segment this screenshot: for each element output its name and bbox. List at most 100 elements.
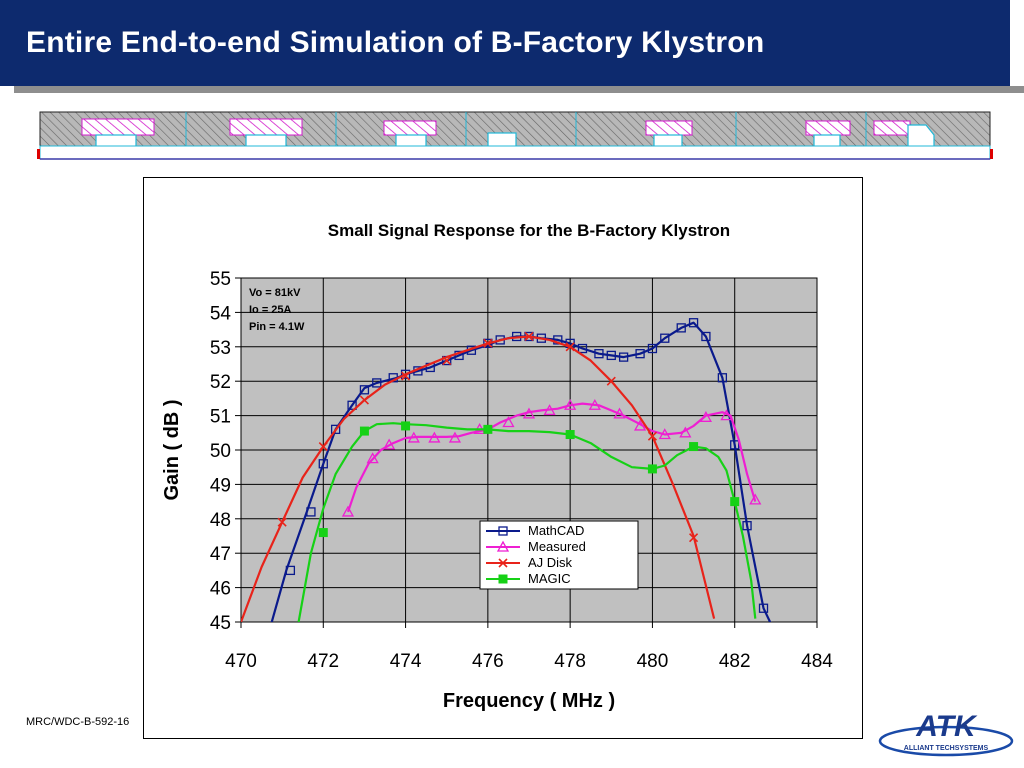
data-point (318, 528, 328, 538)
data-point (553, 335, 563, 345)
series-magic (297, 421, 757, 622)
legend-label: MathCAD (528, 523, 584, 538)
legend-marker (496, 540, 510, 552)
data-point (647, 464, 657, 474)
x-axis-label: Frequency ( MHz ) (443, 690, 615, 712)
data-point (277, 517, 287, 527)
data-point (330, 424, 341, 435)
data-point (401, 421, 411, 431)
data-point (658, 428, 671, 440)
chart-frame: Small Signal Response for the B-Factory … (143, 177, 863, 739)
data-point (647, 431, 657, 441)
legend-label: MAGIC (528, 571, 571, 586)
x-tick-label: 476 (472, 651, 504, 672)
data-point (407, 431, 420, 443)
x-tick-label: 472 (307, 651, 339, 672)
legend-label: AJ Disk (528, 555, 573, 570)
data-point (318, 459, 328, 469)
gain-chart: Small Signal Response for the B-Factory … (161, 221, 833, 712)
data-point (359, 426, 369, 436)
y-tick-label: 52 (210, 372, 231, 393)
annotation-line: Pin = 4.1W (249, 321, 305, 333)
klystron-cavity-diagram (37, 111, 993, 160)
data-point (588, 398, 601, 410)
data-point (359, 395, 369, 405)
data-point (606, 376, 616, 386)
legend-marker (498, 526, 508, 536)
series-measured (341, 398, 762, 517)
data-point (742, 521, 752, 531)
data-point (717, 373, 728, 383)
x-tick-labels: 470 472 474 476 478 480 482 484 (225, 651, 833, 672)
x-tick-label: 470 (225, 651, 257, 672)
data-point (577, 343, 588, 354)
atk-logo: ATK ALLIANT TECHSYSTEMS (878, 710, 1014, 757)
y-tick-labels: 45 46 47 48 49 50 51 52 53 54 55 (210, 269, 232, 634)
data-point (594, 349, 604, 359)
data-point (689, 533, 699, 543)
x-tick-label: 474 (390, 651, 422, 672)
y-tick-label: 53 (210, 338, 231, 359)
data-point (730, 440, 740, 450)
data-point (448, 431, 462, 443)
series-line (241, 335, 716, 622)
data-point (749, 493, 762, 505)
data-point (633, 419, 647, 431)
title-bar (0, 0, 1010, 86)
data-point (565, 430, 575, 440)
data-point (442, 355, 452, 366)
data-point (635, 349, 645, 359)
data-point (543, 404, 556, 416)
logo-subtext: ALLIANT TECHSYSTEMS (904, 745, 989, 752)
footer-doc-id: MRC/WDC-B-592-16 (26, 716, 130, 728)
data-point (401, 371, 411, 381)
y-tick-label: 50 (210, 441, 231, 462)
chart-title: Small Signal Response for the B-Factory … (328, 221, 730, 240)
data-point (522, 407, 536, 419)
slide-title: Entire End-to-end Simulation of B-Factor… (26, 26, 765, 59)
data-point (758, 603, 769, 613)
data-point (483, 424, 493, 434)
data-point (285, 565, 296, 576)
y-tick-label: 54 (210, 303, 232, 324)
logo-text: ATK (915, 710, 978, 743)
data-point (428, 431, 441, 443)
data-point (701, 331, 711, 342)
title-bar-shadow (14, 86, 1024, 93)
data-point (341, 505, 355, 517)
y-tick-label: 48 (210, 510, 231, 531)
data-point (318, 441, 328, 452)
data-point (306, 507, 316, 517)
data-point (647, 343, 658, 354)
data-point (383, 438, 396, 450)
annotation-line: Vo = 81kV (249, 287, 301, 299)
data-point (372, 378, 382, 388)
data-point (347, 400, 357, 410)
data-point (564, 398, 577, 410)
y-tick-label: 45 (210, 613, 231, 634)
data-point (676, 323, 686, 333)
data-point (366, 452, 379, 464)
data-point (359, 385, 370, 395)
data-point (660, 333, 670, 343)
data-point (502, 416, 515, 428)
series-aj-disk (241, 331, 716, 622)
y-tick-label: 49 (210, 475, 231, 496)
y-tick-label: 47 (210, 544, 231, 565)
data-point (699, 410, 713, 422)
y-tick-label: 51 (210, 407, 231, 428)
legend-marker (498, 574, 508, 584)
data-point (618, 352, 629, 362)
y-axis-label: Gain ( dB ) (161, 399, 183, 500)
series-group (241, 318, 772, 622)
x-tick-label: 480 (637, 651, 669, 672)
x-tick-label: 482 (719, 651, 751, 672)
x-tick-label: 478 (554, 651, 586, 672)
legend-marker (498, 558, 508, 568)
data-point (483, 338, 493, 348)
y-tick-label: 46 (210, 579, 231, 600)
data-point (565, 342, 575, 352)
data-point (720, 409, 733, 421)
y-tick-label: 55 (210, 269, 231, 290)
